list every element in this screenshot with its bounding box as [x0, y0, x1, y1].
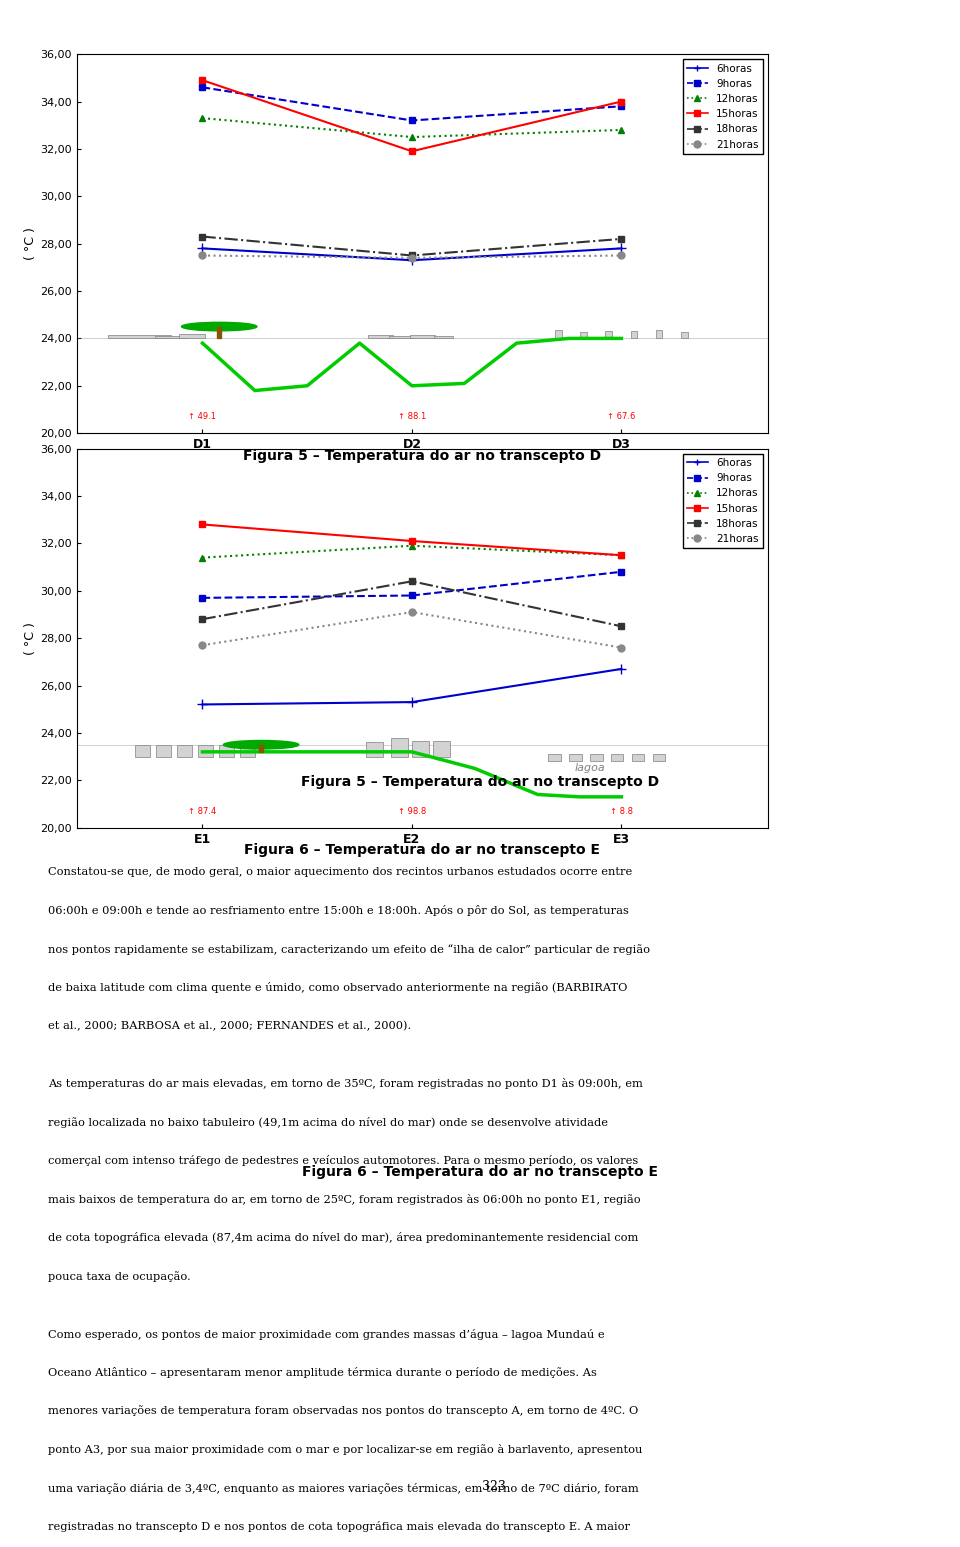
Text: região localizada no baixo tabuleiro (49,1m acima do nível do mar) onde se desen: região localizada no baixo tabuleiro (49…: [48, 1117, 608, 1128]
Text: nos pontos rapidamente se estabilizam, caracterizando um efeito de “ilha de calo: nos pontos rapidamente se estabilizam, c…: [48, 944, 650, 954]
Bar: [632, 755, 644, 761]
Legend: 6horas, 9horas, 12horas, 15horas, 18horas, 21horas: 6horas, 9horas, 12horas, 15horas, 18hora…: [683, 59, 763, 153]
Text: Oceano Atlântico – apresentaram menor amplitude térmica durante o período de med: Oceano Atlântico – apresentaram menor am…: [48, 1368, 597, 1378]
Bar: [433, 741, 449, 756]
Bar: [156, 336, 187, 339]
Text: ↑ 49.1: ↑ 49.1: [188, 413, 216, 421]
Bar: [412, 741, 429, 756]
Bar: [631, 331, 637, 339]
Circle shape: [224, 741, 299, 749]
Text: lagoa: lagoa: [575, 763, 606, 774]
Text: mais baixos de temperatura do ar, em torno de 25ºC, foram registrados às 06:00h : mais baixos de temperatura do ar, em tor…: [48, 1194, 640, 1205]
Bar: [548, 755, 561, 761]
Bar: [656, 330, 662, 339]
Text: ↑ 88.1: ↑ 88.1: [397, 413, 426, 421]
Bar: [219, 744, 234, 756]
Text: ↑ 8.8: ↑ 8.8: [610, 808, 633, 815]
Bar: [606, 331, 612, 339]
Text: ↑ 87.4: ↑ 87.4: [188, 808, 217, 815]
Text: Como esperado, os pontos de maior proximidade com grandes massas d’água – lagoa : Como esperado, os pontos de maior proxim…: [48, 1329, 605, 1340]
Bar: [681, 331, 687, 339]
Y-axis label: ( °C ): ( °C ): [24, 622, 37, 654]
Bar: [366, 741, 383, 756]
Bar: [611, 755, 623, 761]
Bar: [199, 744, 213, 756]
Text: ↑ 98.8: ↑ 98.8: [397, 808, 426, 815]
Bar: [389, 336, 414, 339]
Text: uma variação diária de 3,4ºC, enquanto as maiores variações térmicas, em torno d: uma variação diária de 3,4ºC, enquanto a…: [48, 1482, 638, 1493]
Text: Figura 6 – Temperatura do ar no transcepto E: Figura 6 – Temperatura do ar no transcep…: [245, 843, 600, 857]
Text: 323: 323: [483, 1479, 506, 1493]
Bar: [410, 334, 435, 339]
Bar: [217, 326, 222, 339]
Bar: [259, 744, 263, 752]
Bar: [555, 330, 562, 339]
Bar: [569, 755, 582, 761]
Text: de baixa latitude com clima quente e úmido, como observado anteriormente na regi: de baixa latitude com clima quente e úmi…: [48, 982, 628, 993]
Legend: 6horas, 9horas, 12horas, 15horas, 18horas, 21horas: 6horas, 9horas, 12horas, 15horas, 18hora…: [683, 453, 763, 548]
Text: comerçal com intenso tráfego de pedestres e veículos automotores. Para o mesmo p: comerçal com intenso tráfego de pedestre…: [48, 1156, 638, 1166]
Text: ↑ 67.6: ↑ 67.6: [607, 413, 636, 421]
Text: ponto A3, por sua maior proximidade com o mar e por localizar-se em região à bar: ponto A3, por sua maior proximidade com …: [48, 1443, 642, 1456]
Circle shape: [181, 322, 257, 331]
Text: registradas no transcepto D e nos pontos de cota topográfica mais elevada do tra: registradas no transcepto D e nos pontos…: [48, 1521, 630, 1532]
Bar: [590, 755, 603, 761]
Bar: [108, 334, 171, 339]
Bar: [581, 331, 587, 339]
Text: de cota topográfica elevada (87,4m acima do nível do mar), área predominantement: de cota topográfica elevada (87,4m acima…: [48, 1233, 638, 1244]
Text: Constatou-se que, de modo geral, o maior aquecimento dos recintos urbanos estuda: Constatou-se que, de modo geral, o maior…: [48, 866, 633, 877]
Bar: [180, 334, 204, 339]
Bar: [135, 744, 150, 756]
Text: As temperaturas do ar mais elevadas, em torno de 35ºC, foram registradas no pont: As temperaturas do ar mais elevadas, em …: [48, 1078, 643, 1089]
Bar: [391, 738, 408, 756]
Bar: [434, 336, 453, 339]
Bar: [156, 744, 171, 756]
Text: Figura 6 – Temperatura do ar no transcepto E: Figura 6 – Temperatura do ar no transcep…: [302, 1165, 658, 1179]
Bar: [368, 334, 393, 339]
Text: 06:00h e 09:00h e tende ao resfriamento entre 15:00h e 18:00h. Após o pôr do Sol: 06:00h e 09:00h e tende ao resfriamento …: [48, 905, 629, 916]
Text: Figura 5 – Temperatura do ar no transcepto D: Figura 5 – Temperatura do ar no transcep…: [300, 775, 660, 789]
Bar: [178, 744, 192, 756]
Bar: [653, 755, 665, 761]
Bar: [240, 744, 254, 756]
Text: pouca taxa de ocupação.: pouca taxa de ocupação.: [48, 1272, 191, 1282]
Y-axis label: ( °C ): ( °C ): [24, 227, 37, 260]
Text: Figura 5 – Temperatura do ar no transcepto D: Figura 5 – Temperatura do ar no transcep…: [243, 449, 602, 463]
Text: menores variações de temperatura foram observadas nos pontos do transcepto A, em: menores variações de temperatura foram o…: [48, 1406, 638, 1417]
Text: et al., 2000; BARBOSA et al., 2000; FERNANDES et al., 2000).: et al., 2000; BARBOSA et al., 2000; FERN…: [48, 1021, 411, 1032]
